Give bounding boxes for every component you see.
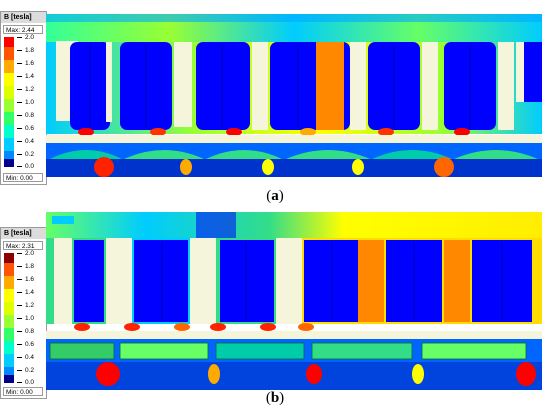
panel-label: a bbox=[271, 188, 279, 204]
flux-density-field-plot bbox=[46, 14, 542, 177]
legend-ticks: 2.0 1.8 1.6 1.4 1.2 1.0 0.8 0.6 0.4 0.2 … bbox=[17, 250, 43, 386]
legend-tick-label: 0.8 bbox=[25, 112, 35, 119]
rotor-magnets bbox=[46, 339, 542, 390]
legend-tick-label: 0.6 bbox=[25, 125, 35, 132]
legend-min: Min: 0.00 bbox=[3, 173, 43, 182]
legend-tick-label: 0.4 bbox=[25, 138, 35, 145]
legend-tick-label: 1.6 bbox=[25, 60, 35, 67]
legend-tick-label: 0.6 bbox=[25, 341, 35, 348]
flux-density-legend: B [tesla] Max: 2.31 2.0 1.8 1.6 1.4 1.2 … bbox=[0, 227, 47, 399]
panel-b: B [tesla] Max: 2.31 2.0 1.8 1.6 1.4 1.2 … bbox=[0, 208, 550, 416]
tooth-tip-hotspots bbox=[78, 128, 470, 136]
legend-tick-label: 0.2 bbox=[25, 151, 35, 158]
legend-tick-label: 1.4 bbox=[25, 289, 35, 296]
legend-tick-label: 1.6 bbox=[25, 276, 35, 283]
legend-tick-label: 0.0 bbox=[25, 163, 35, 170]
flux-density-legend: B [tesla] Max: 2.44 2.0 1.8 1.6 1.4 1.2 … bbox=[0, 11, 47, 185]
legend-tick-label: 0.8 bbox=[25, 328, 35, 335]
legend-color-bar bbox=[4, 37, 14, 167]
legend-tick-label: 0.4 bbox=[25, 354, 35, 361]
legend-tick-label: 2.0 bbox=[25, 34, 35, 41]
panel-label: b bbox=[270, 390, 280, 406]
legend-tick-label: 1.2 bbox=[25, 302, 35, 309]
legend-title: B [tesla] bbox=[1, 12, 46, 23]
panel-b-caption: (b) bbox=[265, 390, 285, 406]
panel-a: B [tesla] Max: 2.44 2.0 1.8 1.6 1.4 1.2 … bbox=[0, 11, 542, 204]
legend-tick-label: 0.0 bbox=[25, 379, 35, 386]
legend-min: Min: 0.00 bbox=[3, 387, 43, 396]
stator-slots bbox=[56, 41, 542, 130]
legend-color-bar bbox=[4, 253, 14, 383]
legend-tick-label: 1.4 bbox=[25, 73, 35, 80]
legend-tick-label: 1.0 bbox=[25, 315, 35, 322]
rotor-magnets bbox=[46, 143, 542, 177]
legend-tick-label: 1.2 bbox=[25, 86, 35, 93]
panel-a-caption: (a) bbox=[266, 188, 284, 204]
legend-tick-label: 1.8 bbox=[25, 263, 35, 270]
legend-max: Max: 2.31 bbox=[3, 241, 43, 250]
legend-max: Max: 2.44 bbox=[3, 25, 43, 34]
stator-slots bbox=[54, 238, 532, 324]
legend-ticks: 2.0 1.8 1.6 1.4 1.2 1.0 0.8 0.6 0.4 0.2 … bbox=[17, 34, 43, 170]
legend-tick-label: 1.8 bbox=[25, 47, 35, 54]
flux-density-field-plot bbox=[46, 212, 542, 390]
legend-tick-label: 2.0 bbox=[25, 250, 35, 257]
legend-tick-label: 1.0 bbox=[25, 99, 35, 106]
legend-title: B [tesla] bbox=[1, 228, 46, 239]
tooth-tip-hotspots bbox=[74, 323, 314, 331]
legend-tick-label: 0.2 bbox=[25, 367, 35, 374]
